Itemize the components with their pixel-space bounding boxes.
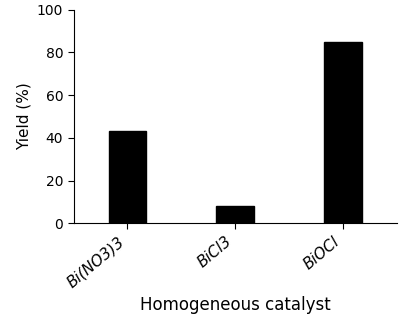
Y-axis label: Yield (%): Yield (%)	[16, 83, 31, 150]
X-axis label: Homogeneous catalyst: Homogeneous catalyst	[140, 295, 330, 314]
Bar	[324, 42, 362, 223]
Bar	[216, 206, 254, 223]
Bar	[109, 131, 146, 223]
